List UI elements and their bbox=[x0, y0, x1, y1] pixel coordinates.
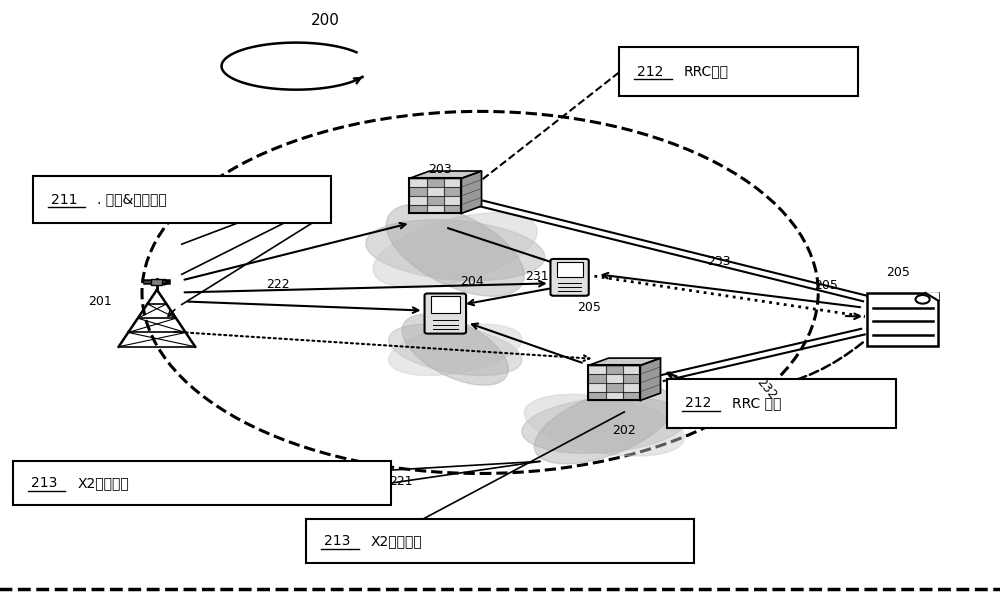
Bar bbox=[588, 365, 606, 374]
Bar bbox=[606, 383, 623, 392]
Text: 203: 203 bbox=[428, 163, 452, 175]
Ellipse shape bbox=[366, 220, 545, 281]
Ellipse shape bbox=[524, 395, 684, 456]
Bar bbox=[444, 196, 461, 205]
Bar bbox=[557, 262, 583, 276]
Bar bbox=[667, 379, 896, 428]
Polygon shape bbox=[409, 171, 482, 178]
Text: 233: 233 bbox=[707, 255, 731, 269]
Text: 212: 212 bbox=[685, 396, 711, 410]
Text: 213: 213 bbox=[31, 476, 57, 490]
Bar bbox=[409, 196, 427, 205]
Bar bbox=[427, 187, 444, 196]
Text: 202: 202 bbox=[612, 424, 636, 437]
Bar bbox=[623, 365, 640, 374]
Bar bbox=[623, 374, 640, 383]
Bar bbox=[409, 178, 427, 187]
Bar bbox=[151, 279, 162, 284]
Bar bbox=[431, 297, 460, 313]
Bar bbox=[444, 178, 461, 187]
Polygon shape bbox=[461, 171, 482, 213]
Text: 231: 231 bbox=[525, 270, 549, 283]
Ellipse shape bbox=[389, 324, 522, 376]
Bar bbox=[588, 365, 640, 401]
Bar bbox=[444, 205, 461, 213]
Bar bbox=[427, 205, 444, 213]
Ellipse shape bbox=[534, 387, 675, 464]
Text: 205: 205 bbox=[578, 301, 601, 314]
Bar bbox=[306, 519, 694, 563]
Text: 205: 205 bbox=[814, 280, 838, 292]
Text: 222: 222 bbox=[266, 278, 290, 291]
Text: 204: 204 bbox=[460, 275, 484, 288]
Polygon shape bbox=[925, 293, 938, 301]
Bar bbox=[444, 187, 461, 196]
Bar bbox=[409, 205, 427, 213]
Bar bbox=[409, 178, 461, 213]
Text: 205: 205 bbox=[886, 266, 910, 278]
Bar bbox=[606, 365, 623, 374]
Polygon shape bbox=[588, 358, 661, 365]
Bar bbox=[619, 47, 858, 96]
Polygon shape bbox=[640, 358, 661, 401]
Bar bbox=[409, 187, 427, 196]
Bar bbox=[13, 462, 391, 505]
FancyBboxPatch shape bbox=[550, 259, 589, 296]
Ellipse shape bbox=[402, 314, 508, 385]
Bar bbox=[606, 374, 623, 383]
FancyBboxPatch shape bbox=[425, 294, 466, 334]
Text: 212: 212 bbox=[637, 65, 664, 79]
Text: X2接口连接: X2接口连接 bbox=[371, 534, 422, 548]
Text: RRC 连接: RRC 连接 bbox=[732, 396, 781, 410]
Text: . 寻呼&系统信息: . 寻呼&系统信息 bbox=[97, 192, 167, 206]
Text: RRC连接: RRC连接 bbox=[684, 65, 729, 79]
Bar bbox=[623, 383, 640, 392]
Ellipse shape bbox=[389, 324, 522, 376]
Bar bbox=[427, 178, 444, 187]
Bar bbox=[427, 196, 444, 205]
Bar bbox=[588, 383, 606, 392]
Ellipse shape bbox=[386, 204, 524, 297]
Text: 201: 201 bbox=[88, 295, 112, 308]
Text: 200: 200 bbox=[311, 13, 340, 27]
Text: 211: 211 bbox=[51, 192, 77, 206]
Bar bbox=[588, 392, 606, 401]
Bar bbox=[33, 176, 331, 223]
Text: X2接口连接: X2接口连接 bbox=[77, 476, 129, 490]
Bar bbox=[867, 293, 938, 347]
Text: 232: 232 bbox=[754, 376, 779, 402]
Bar bbox=[623, 392, 640, 401]
Ellipse shape bbox=[522, 397, 687, 453]
Ellipse shape bbox=[373, 213, 537, 287]
Bar bbox=[588, 374, 606, 383]
Text: 221: 221 bbox=[389, 474, 412, 488]
Text: 213: 213 bbox=[324, 534, 350, 548]
Bar bbox=[606, 392, 623, 401]
